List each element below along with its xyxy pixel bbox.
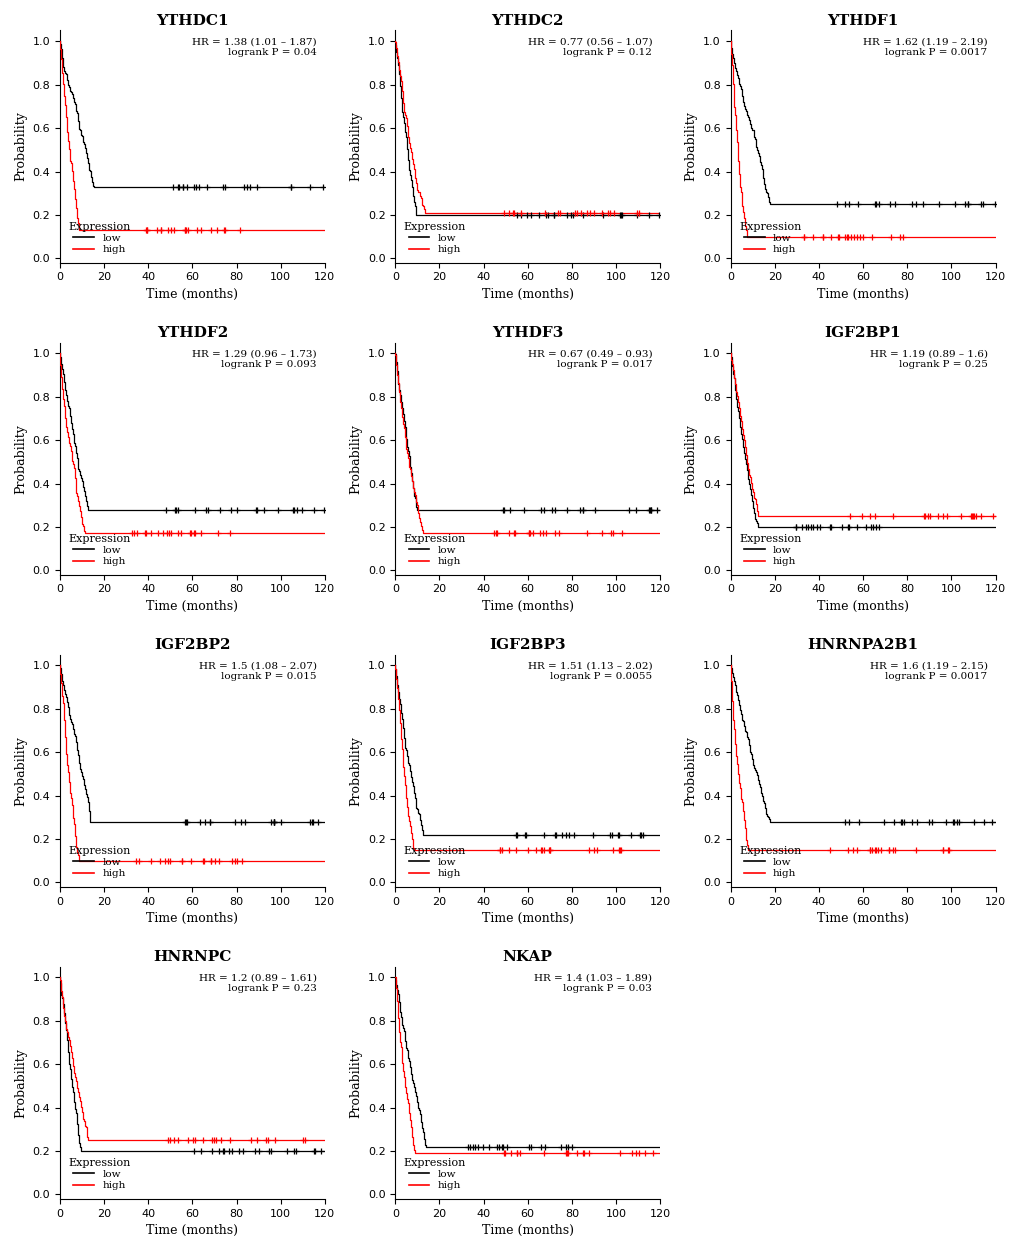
Text: HR = 1.4 (1.03 – 1.89)
logrank P = 0.03: HR = 1.4 (1.03 – 1.89) logrank P = 0.03: [534, 973, 651, 993]
Text: HR = 1.19 (0.89 – 1.6)
logrank P = 0.25: HR = 1.19 (0.89 – 1.6) logrank P = 0.25: [869, 349, 986, 369]
Text: HR = 1.2 (0.89 – 1.61)
logrank P = 0.23: HR = 1.2 (0.89 – 1.61) logrank P = 0.23: [199, 973, 317, 993]
Y-axis label: Probability: Probability: [14, 736, 26, 806]
Legend: low, high: low, high: [735, 843, 804, 882]
Title: IGF2BP2: IGF2BP2: [154, 638, 230, 652]
Legend: low, high: low, high: [65, 219, 133, 258]
Text: HR = 1.62 (1.19 – 2.19)
logrank P = 0.0017: HR = 1.62 (1.19 – 2.19) logrank P = 0.00…: [862, 38, 986, 56]
X-axis label: Time (months): Time (months): [816, 288, 908, 301]
Legend: low, high: low, high: [400, 843, 469, 882]
Legend: low, high: low, high: [400, 530, 469, 569]
Y-axis label: Probability: Probability: [684, 424, 697, 494]
Y-axis label: Probability: Probability: [348, 424, 362, 494]
X-axis label: Time (months): Time (months): [146, 912, 238, 924]
X-axis label: Time (months): Time (months): [481, 288, 573, 301]
X-axis label: Time (months): Time (months): [481, 912, 573, 924]
Title: NKAP: NKAP: [502, 950, 552, 965]
Text: HR = 1.51 (1.13 – 2.02)
logrank P = 0.0055: HR = 1.51 (1.13 – 2.02) logrank P = 0.00…: [527, 662, 651, 681]
Text: HR = 1.38 (1.01 – 1.87)
logrank P = 0.04: HR = 1.38 (1.01 – 1.87) logrank P = 0.04: [192, 38, 317, 56]
X-axis label: Time (months): Time (months): [481, 600, 573, 613]
Title: YTHDC2: YTHDC2: [491, 14, 564, 28]
Title: IGF2BP1: IGF2BP1: [824, 327, 901, 340]
Text: HR = 0.67 (0.49 – 0.93)
logrank P = 0.017: HR = 0.67 (0.49 – 0.93) logrank P = 0.01…: [527, 349, 651, 369]
Legend: low, high: low, high: [400, 1155, 469, 1193]
Y-axis label: Probability: Probability: [348, 111, 362, 181]
Legend: low, high: low, high: [65, 530, 133, 569]
Title: YTHDC1: YTHDC1: [156, 14, 228, 28]
Legend: low, high: low, high: [735, 530, 804, 569]
Text: HR = 0.77 (0.56 – 1.07)
logrank P = 0.12: HR = 0.77 (0.56 – 1.07) logrank P = 0.12: [527, 38, 651, 56]
Legend: low, high: low, high: [735, 219, 804, 258]
Y-axis label: Probability: Probability: [684, 736, 697, 806]
X-axis label: Time (months): Time (months): [481, 1225, 573, 1237]
Title: YTHDF3: YTHDF3: [491, 327, 562, 340]
Text: HR = 1.6 (1.19 – 2.15)
logrank P = 0.0017: HR = 1.6 (1.19 – 2.15) logrank P = 0.001…: [869, 662, 986, 681]
X-axis label: Time (months): Time (months): [816, 600, 908, 613]
Y-axis label: Probability: Probability: [14, 424, 26, 494]
Y-axis label: Probability: Probability: [14, 1048, 26, 1117]
Text: HR = 1.29 (0.96 – 1.73)
logrank P = 0.093: HR = 1.29 (0.96 – 1.73) logrank P = 0.09…: [192, 349, 317, 369]
X-axis label: Time (months): Time (months): [816, 912, 908, 924]
Text: HR = 1.5 (1.08 – 2.07)
logrank P = 0.015: HR = 1.5 (1.08 – 2.07) logrank P = 0.015: [199, 662, 317, 681]
Title: YTHDF1: YTHDF1: [826, 14, 898, 28]
Title: HNRNPC: HNRNPC: [153, 950, 231, 965]
Legend: low, high: low, high: [400, 219, 469, 258]
Title: YTHDF2: YTHDF2: [157, 327, 228, 340]
Legend: low, high: low, high: [65, 1155, 133, 1193]
Y-axis label: Probability: Probability: [14, 111, 26, 181]
X-axis label: Time (months): Time (months): [146, 288, 238, 301]
X-axis label: Time (months): Time (months): [146, 600, 238, 613]
Y-axis label: Probability: Probability: [348, 1048, 362, 1117]
Title: IGF2BP3: IGF2BP3: [489, 638, 566, 652]
Title: HNRNPA2B1: HNRNPA2B1: [807, 638, 918, 652]
Y-axis label: Probability: Probability: [684, 111, 697, 181]
Legend: low, high: low, high: [65, 843, 133, 882]
X-axis label: Time (months): Time (months): [146, 1225, 238, 1237]
Y-axis label: Probability: Probability: [348, 736, 362, 806]
